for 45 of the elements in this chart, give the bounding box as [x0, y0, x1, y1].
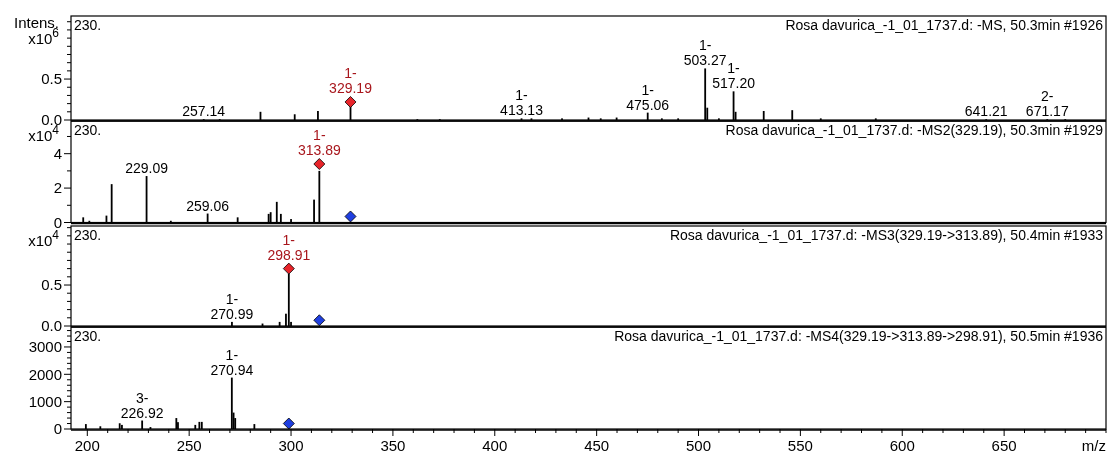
y-tick-label: 1000: [28, 392, 62, 410]
x-tick-label: 350: [380, 437, 406, 454]
annotation: 230.: [74, 122, 102, 138]
annotation: 2- 671.17: [1025, 88, 1069, 120]
y-tick-label: 3000: [28, 338, 62, 356]
annotation: 3- 226.92: [120, 389, 164, 421]
y-tick-label: 0: [53, 213, 62, 231]
x-tick-label: 600: [889, 437, 915, 454]
annotation: 1- 413.13: [500, 87, 544, 119]
annotation: 1- 270.94: [210, 346, 254, 378]
x-tick-label: 450: [584, 437, 610, 454]
chart-title: Rosa davurica_-1_01_1737.d: -MS, 50.3min #1926: [785, 17, 1104, 33]
y-axis-title: x10$^{4}$: [28, 228, 60, 249]
annotation: 259.06: [186, 197, 230, 214]
annotation: 1- 270.99: [210, 290, 254, 322]
y-tick-label: 0.5: [41, 70, 62, 88]
y-axis-title: Intens. x10$^{6}$: [13, 14, 60, 47]
chart-title: Rosa davurica_-1_01_1737.d: -MS3(329.19->313.89), 50.4min #1933: [669, 227, 1104, 243]
x-tick-label: 400: [482, 437, 508, 454]
x-tick-label: 300: [278, 437, 304, 454]
y-tick-label: 2000: [28, 365, 62, 383]
x-tick-label: 200: [74, 437, 100, 454]
annotation: 257.14: [182, 103, 226, 120]
annotation: 1- 313.89: [297, 127, 341, 159]
annotation: 230.: [74, 328, 102, 344]
x-tick-label: 250: [176, 437, 202, 454]
x-tick-label: 650: [991, 437, 1017, 454]
annotation: 641.21: [964, 103, 1008, 120]
chart-title: Rosa davurica_-1_01_1737.d: -MS2(329.19), 50.3min #1929: [725, 122, 1104, 138]
y-tick-label: 2: [53, 179, 62, 197]
y-tick-label: 0.0: [41, 317, 62, 335]
annotation: 230.: [74, 227, 102, 243]
annotation: 1- 503.27: [683, 37, 727, 69]
annotation: 230.: [74, 17, 102, 33]
y-tick-label: 0.5: [41, 276, 62, 294]
x-tick-label: 500: [686, 437, 712, 454]
x-tick-label: 550: [787, 437, 813, 454]
annotation: 229.09: [125, 160, 169, 177]
y-tick-label: 4: [53, 144, 62, 162]
annotation: 1- 298.91: [267, 231, 311, 263]
annotation: 1- 475.06: [626, 81, 670, 113]
chart-title: Rosa davurica_-1_01_1737.d: -MS4(329.19->313.89->298.91), 50.5min #1936: [614, 328, 1104, 344]
x-axis-title: m/z: [1081, 437, 1106, 454]
y-tick-label: 0: [53, 420, 62, 438]
annotation: 1- 329.19: [329, 64, 373, 96]
